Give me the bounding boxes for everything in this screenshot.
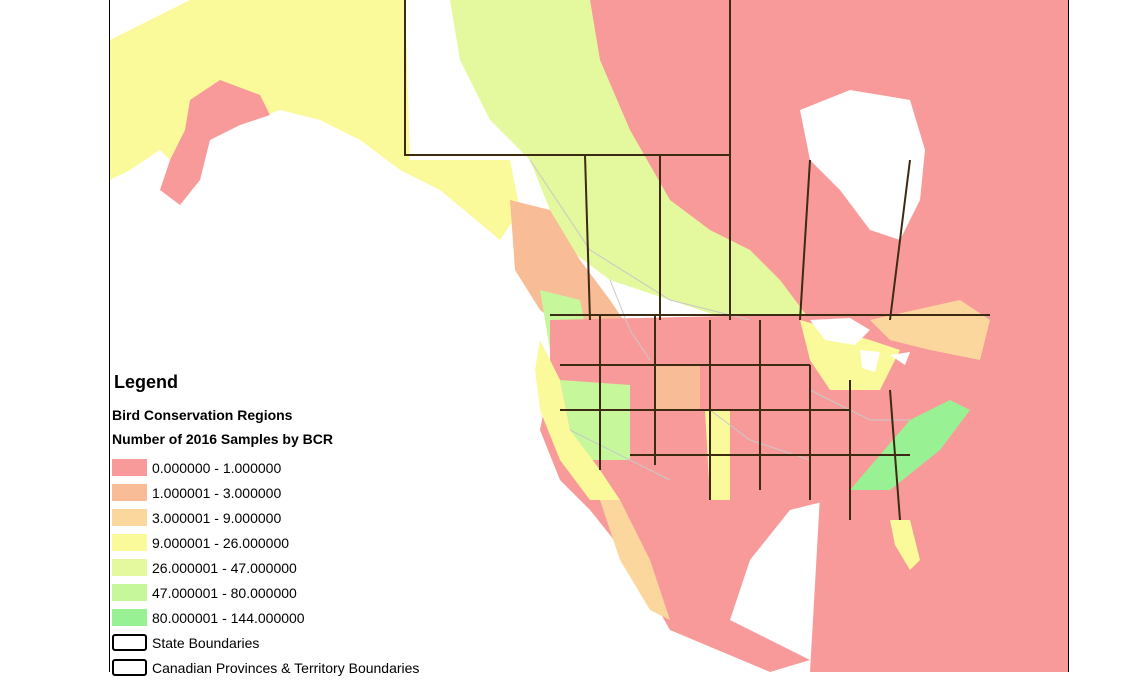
legend-boundary-row: Canadian Provinces & Territory Boundarie… <box>112 655 532 680</box>
bcr-region-rockies <box>655 365 700 410</box>
bcr-region-boreal-west <box>450 0 810 320</box>
legend-class-row: 80.000001 - 144.000000 <box>112 605 532 630</box>
legend-boundary-label: State Boundaries <box>152 634 260 651</box>
legend-swatch <box>112 534 147 551</box>
legend-boundary-row: State Boundaries <box>112 630 532 655</box>
bcr-region-appalachian <box>850 400 970 490</box>
legend-class-label: 0.000000 - 1.000000 <box>152 459 282 476</box>
bcr-region-coastal <box>510 200 630 340</box>
legend-class-label: 1.000001 - 3.000000 <box>152 484 282 501</box>
bcr-region-arctic <box>580 0 1068 672</box>
legend-boundary-label: Canadian Provinces & Territory Boundarie… <box>152 659 420 676</box>
bcr-region-mexico-coast <box>600 500 670 620</box>
map-frame[interactable] <box>109 0 1069 672</box>
legend-swatch <box>112 459 147 476</box>
legend-swatch <box>112 584 147 601</box>
water-great-lakes <box>810 318 910 372</box>
legend-class-label: 47.000001 - 80.000000 <box>152 584 297 601</box>
legend-class-label: 26.000001 - 47.000000 <box>152 559 297 576</box>
legend-field-name: Number of 2016 Samples by BCR <box>112 431 333 447</box>
bcr-region-florida <box>890 520 920 570</box>
legend-province-boundary-swatch <box>112 659 147 676</box>
political-boundaries <box>404 0 990 521</box>
legend-class-row: 0.000000 - 1.000000 <box>112 455 532 480</box>
legend-class-label: 3.000001 - 9.000000 <box>152 509 282 526</box>
bcr-region-alaska-west <box>160 80 270 205</box>
bcr-region-alaska <box>110 0 520 240</box>
legend-class-row: 1.000001 - 3.000000 <box>112 480 532 505</box>
legend-swatch <box>112 559 147 576</box>
legend-class-row: 47.000001 - 80.000000 <box>112 580 532 605</box>
legend-class-row: 9.000001 - 26.000000 <box>112 530 532 555</box>
legend-state-boundary-swatch <box>112 634 147 651</box>
legend-class-label: 80.000001 - 144.000000 <box>152 609 305 626</box>
legend-swatch <box>112 484 147 501</box>
bcr-map[interactable] <box>110 0 1069 672</box>
legend-class-row: 3.000001 - 9.000000 <box>112 505 532 530</box>
bcr-lines <box>529 159 910 481</box>
legend-class-label: 9.000001 - 26.000000 <box>152 534 290 551</box>
water-hudson-bay <box>800 90 925 240</box>
legend-swatch <box>112 609 147 626</box>
legend-layer-name: Bird Conservation Regions <box>112 407 293 423</box>
legend-title: Legend <box>114 372 179 392</box>
legend-swatch <box>112 509 147 526</box>
map-legend: Legend Bird Conservation Regions Number … <box>112 372 532 680</box>
legend-class-row: 26.000001 - 47.000000 <box>112 555 532 580</box>
bcr-region-california <box>535 340 620 500</box>
